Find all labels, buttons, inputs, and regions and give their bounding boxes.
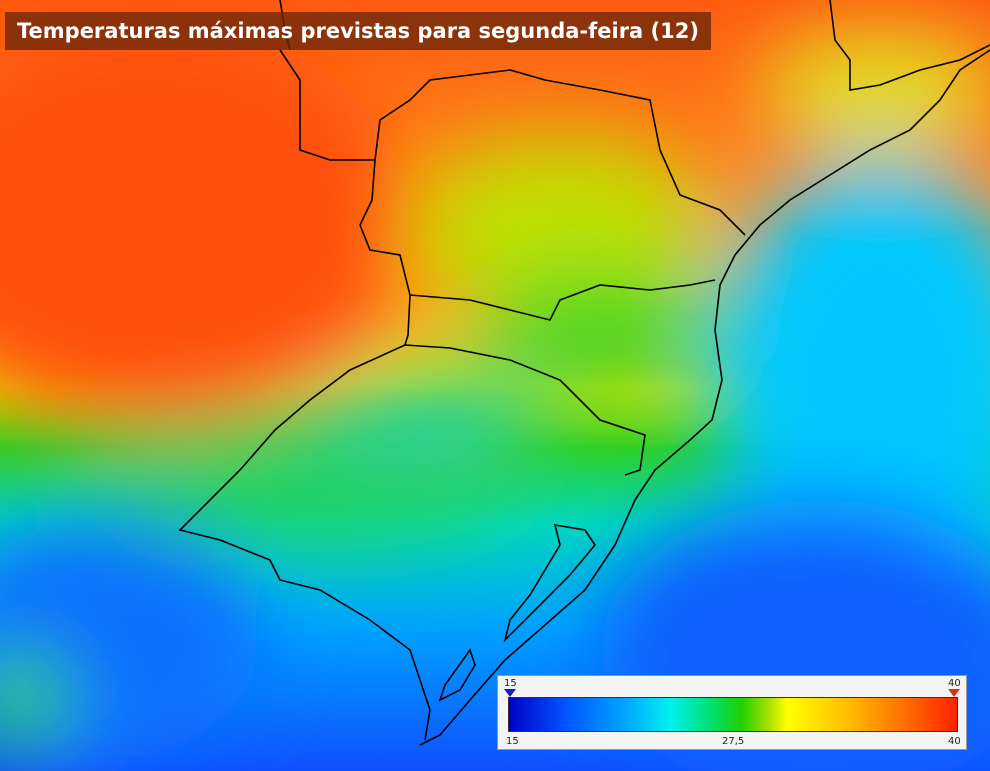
legend-tick-label: 40 — [948, 736, 961, 747]
legend-max-marker — [948, 689, 960, 697]
legend-max-marker-label: 40 — [948, 678, 961, 689]
legend-min-marker-label: 15 — [504, 678, 517, 689]
legend-tick-label: 27,5 — [722, 736, 745, 747]
color-bar — [508, 697, 958, 732]
legend-tick-label: 15 — [506, 736, 519, 747]
map-title: Temperaturas máximas previstas para segu… — [5, 12, 711, 50]
color-legend: 15 40 15 27,5 40 — [497, 675, 967, 750]
legend-min-marker — [504, 689, 516, 697]
borders — [178, 0, 990, 746]
